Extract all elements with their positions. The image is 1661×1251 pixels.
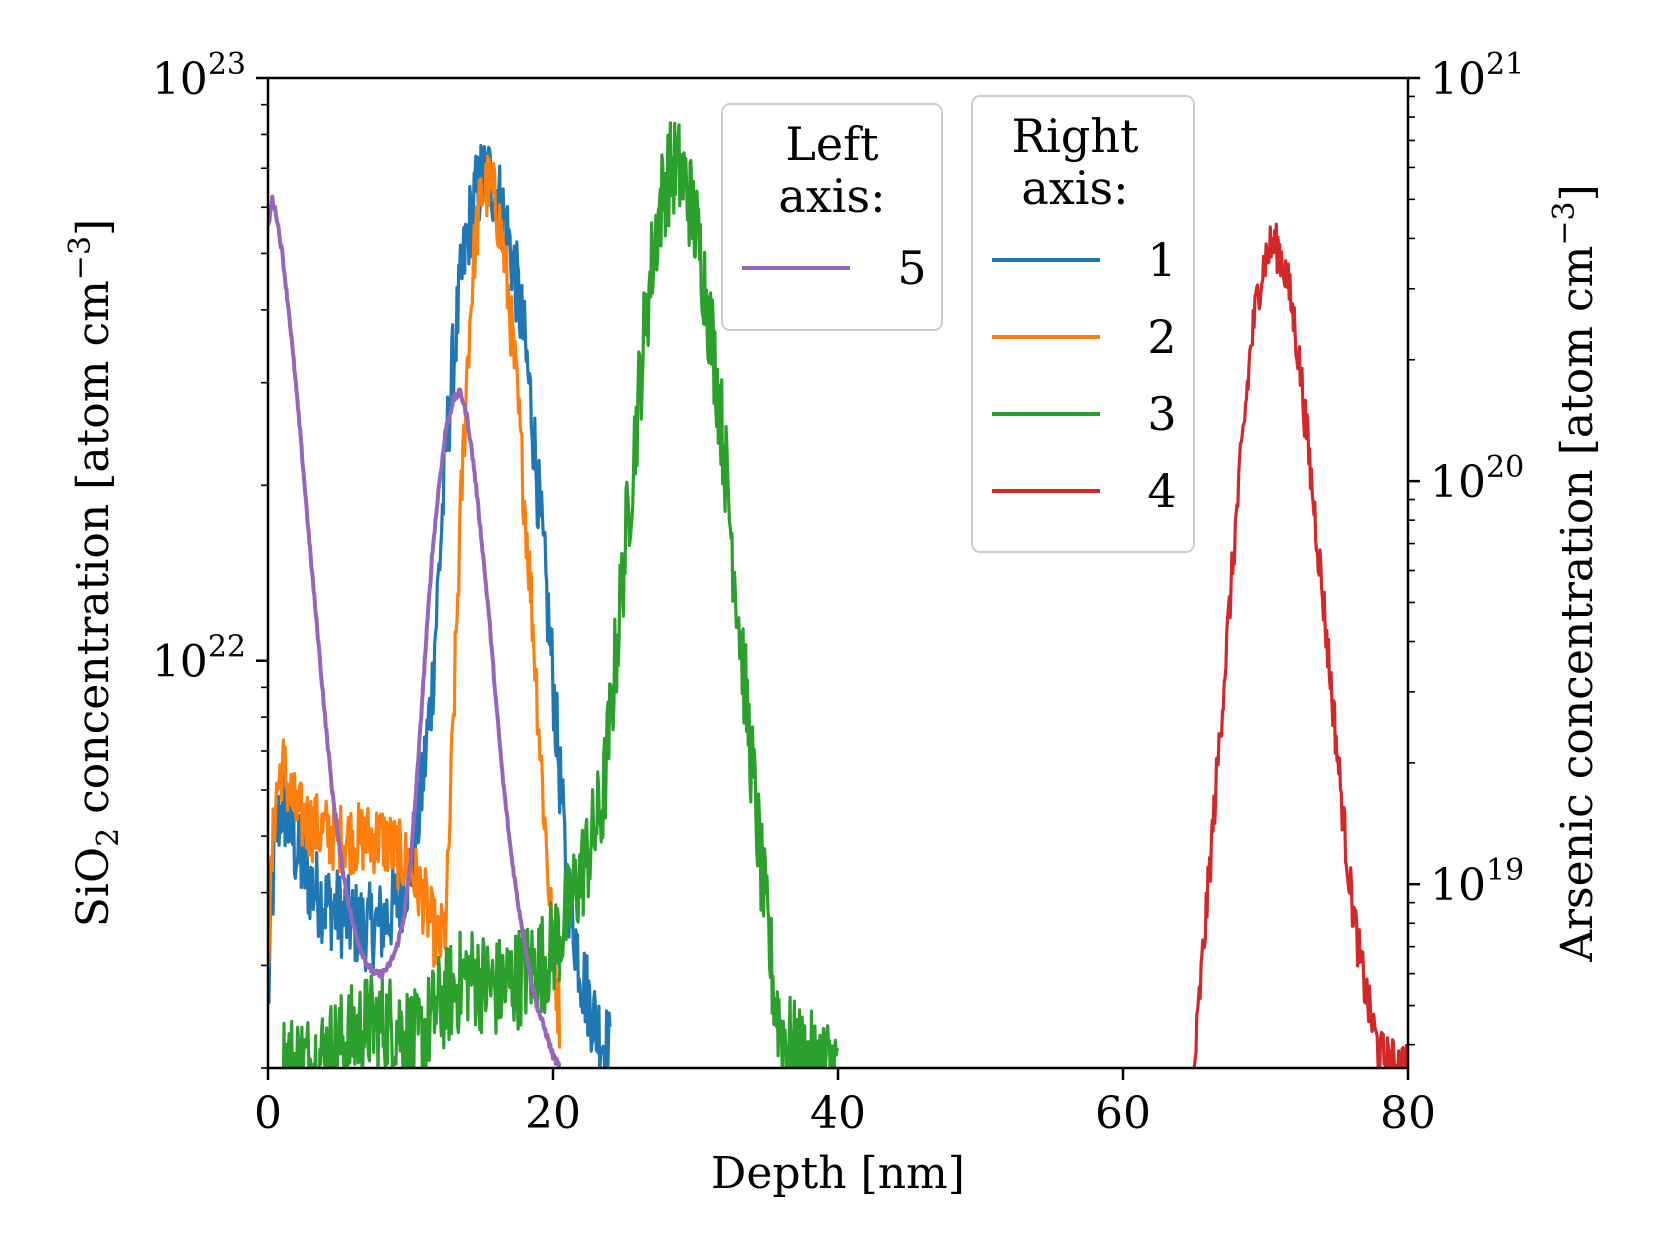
right-tick-label: 1020 xyxy=(1430,450,1524,508)
x-tick-label: 40 xyxy=(810,1088,866,1139)
left-tick-label: 1023 xyxy=(152,47,246,105)
x-tick-label: 80 xyxy=(1380,1088,1436,1139)
x-tick-label: 0 xyxy=(254,1088,282,1139)
right-tick-label: 1021 xyxy=(1430,47,1524,105)
legend-title-line: Left xyxy=(785,117,879,171)
legend-title-line: axis: xyxy=(1021,161,1128,215)
left-tick-label: 1022 xyxy=(152,630,246,688)
series-line-5 xyxy=(268,194,563,1068)
legend-label-5: 5 xyxy=(897,241,926,295)
legend-title-line: Right xyxy=(1012,109,1139,163)
legend-box xyxy=(721,103,943,331)
series-line-3 xyxy=(281,121,840,1068)
legend-box xyxy=(971,95,1195,553)
series-line-4 xyxy=(1192,222,1408,1068)
x-tick-label: 60 xyxy=(1095,1088,1151,1139)
axes-layer: 0 20 40 60 80 1022 1023 1019 1020 1021 Depth [nm] S… xyxy=(63,47,1603,1199)
legend-label-1: 1 xyxy=(1147,233,1176,287)
x-tick-label: 20 xyxy=(525,1088,581,1139)
legend-title-line: axis: xyxy=(778,169,885,223)
legend-label-4: 4 xyxy=(1147,464,1176,518)
x-axis-title: Depth [nm] xyxy=(711,1148,965,1199)
legend-label-3: 3 xyxy=(1147,387,1176,441)
right-tick-label: 1019 xyxy=(1430,853,1524,911)
series-layer xyxy=(268,121,1408,1068)
right-axis-title: Arsenic concentration [atom cm−3] xyxy=(1547,184,1603,963)
legend-label-2: 2 xyxy=(1147,310,1176,364)
series-line-1 xyxy=(268,144,612,1068)
series-line-2 xyxy=(268,154,562,1049)
left-axis-title: SiO2 concentration [atom cm−3] xyxy=(63,219,126,927)
